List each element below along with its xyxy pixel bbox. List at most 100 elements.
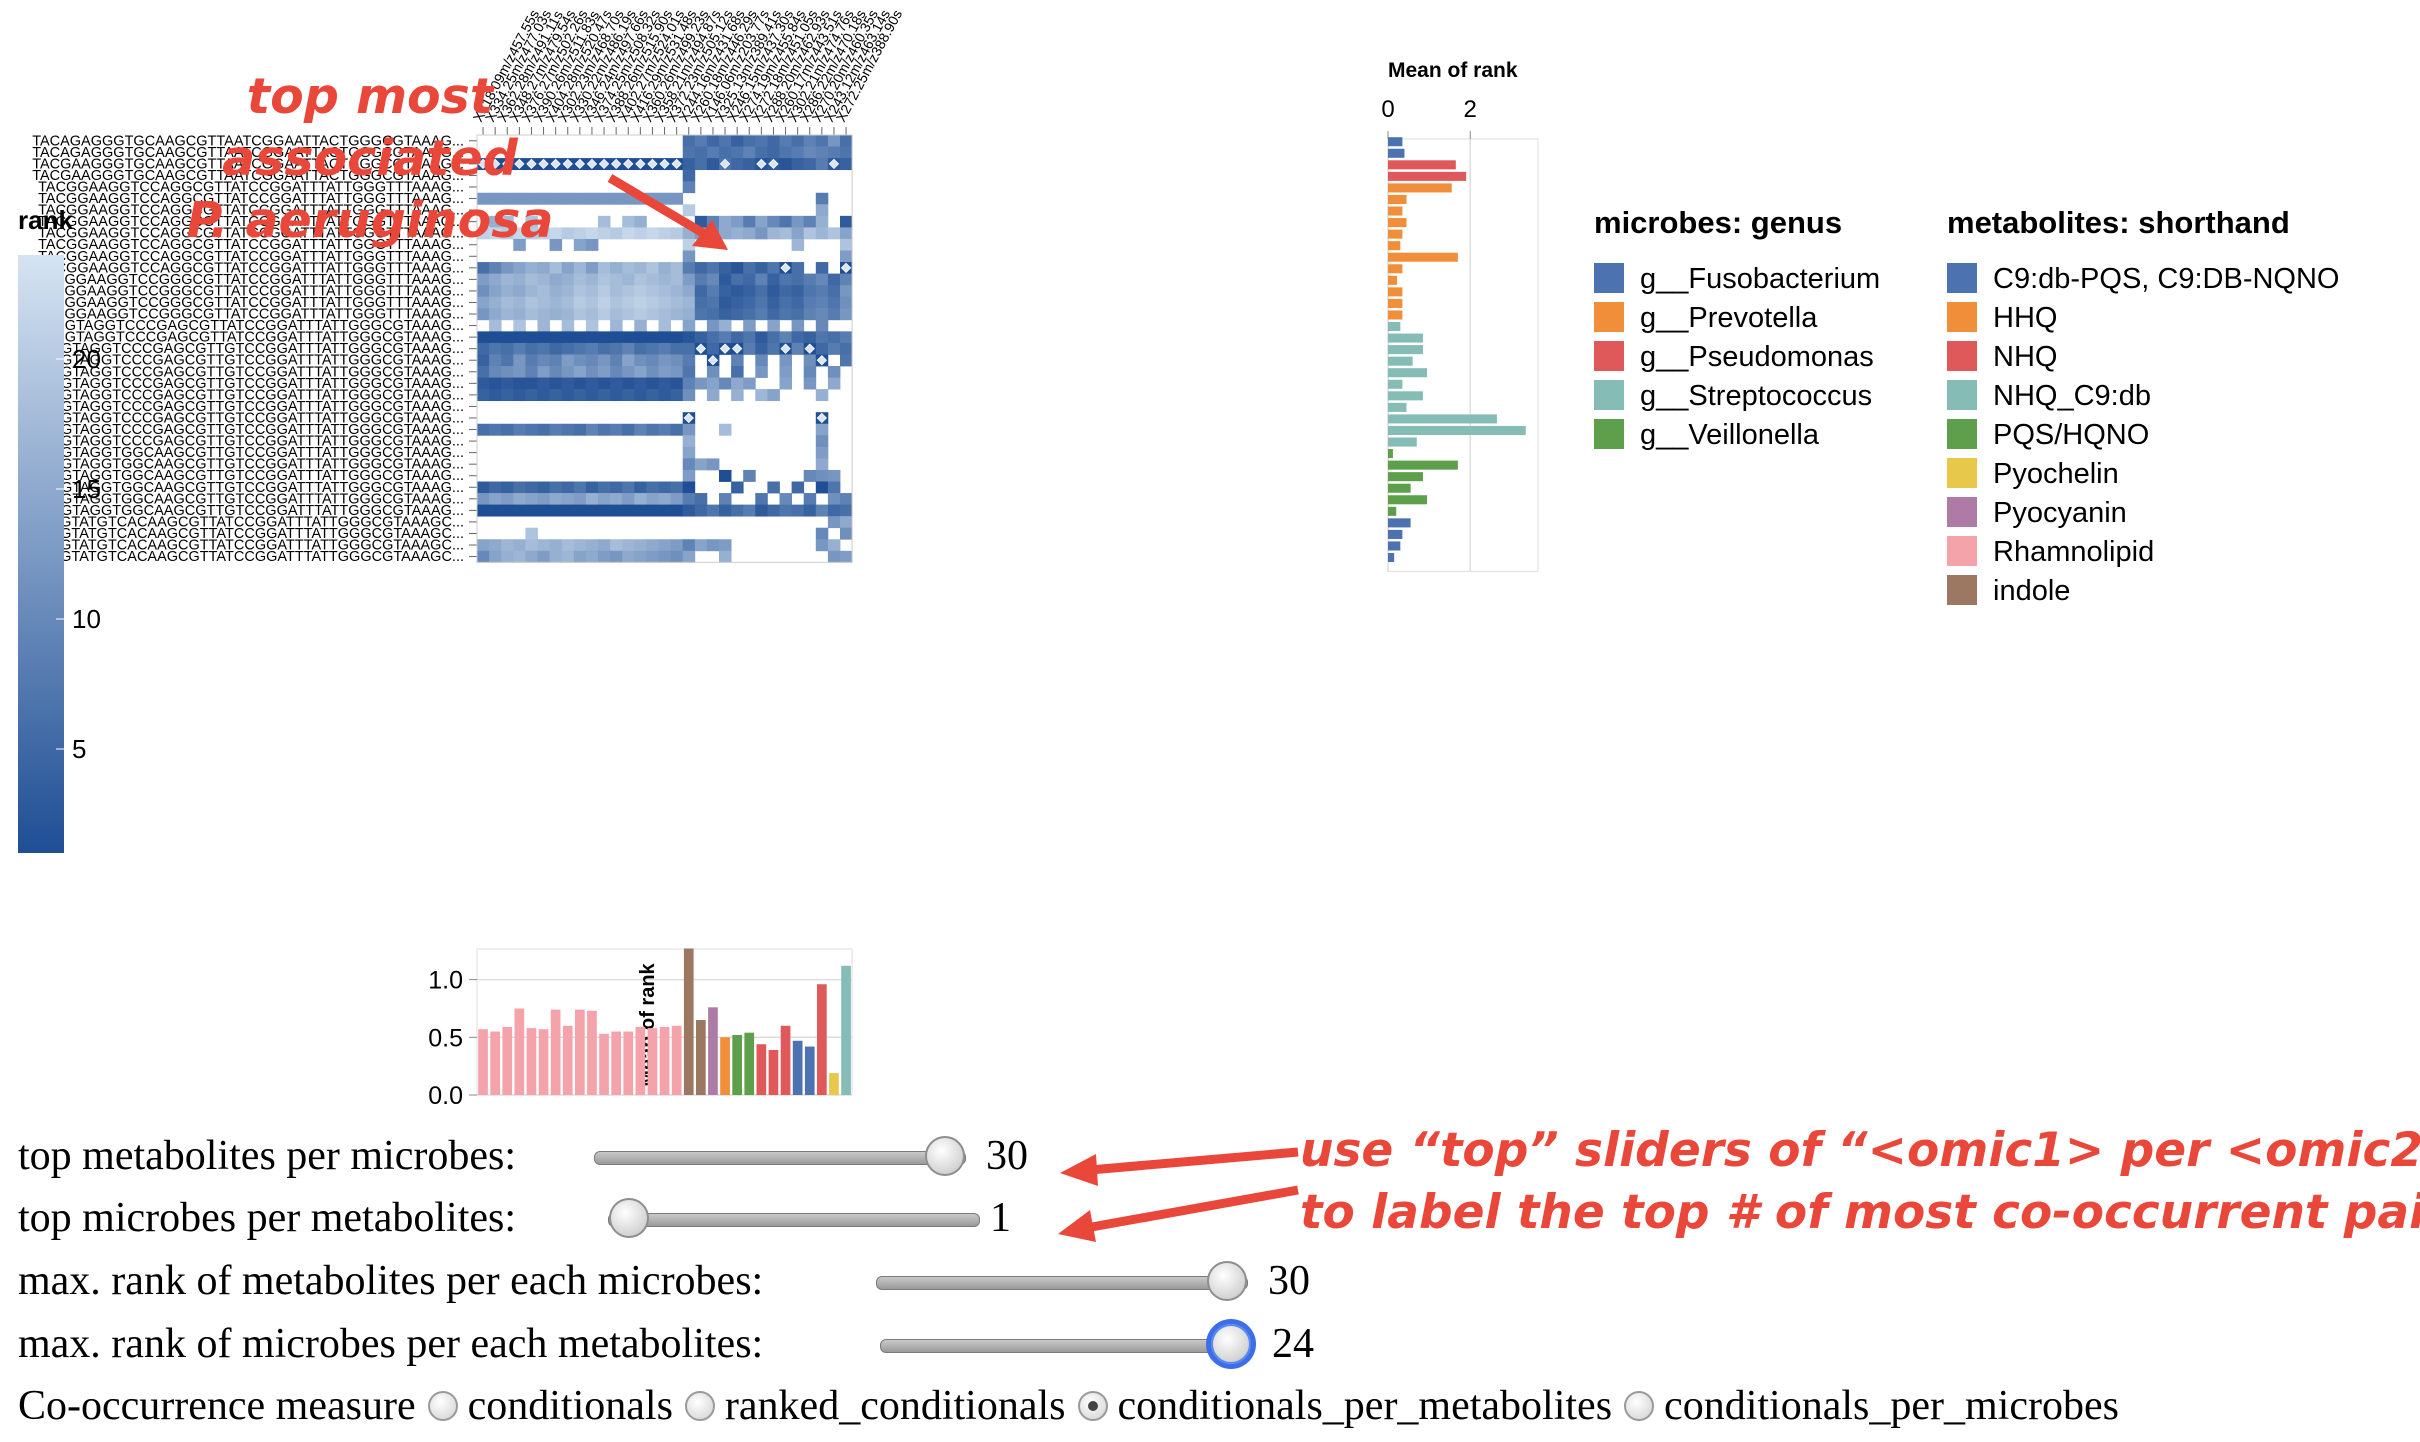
heatmap-cell <box>585 550 599 563</box>
top-microbes-slider-thumb[interactable] <box>609 1198 649 1238</box>
heatmap-cell <box>513 331 526 344</box>
right-bar <box>1388 541 1401 551</box>
heatmap-cell <box>779 296 792 309</box>
heatmap-cell <box>549 227 563 240</box>
heatmap-cell <box>719 319 732 332</box>
heatmap-cell <box>610 539 623 552</box>
heatmap-cell <box>501 481 514 494</box>
right-bar <box>1388 275 1398 285</box>
heatmap-cell <box>549 423 563 436</box>
heatmap-cell <box>598 215 611 228</box>
heatmap-cell <box>791 227 805 240</box>
heatmap-cell <box>622 273 635 286</box>
heatmap-cell <box>658 377 671 390</box>
heatmap-cell <box>537 354 550 367</box>
radio-label-conditionals-per-microbes[interactable]: conditionals_per_microbes <box>1664 1383 2119 1429</box>
heatmap-cell <box>585 192 599 205</box>
heatmap-cell <box>598 227 611 240</box>
heatmap-cell <box>634 319 647 332</box>
bottom-bar <box>502 1026 513 1095</box>
heatmap-cell <box>840 146 853 159</box>
heatmap-cell <box>815 135 829 147</box>
heatmap-cell <box>573 423 587 436</box>
heatmap-cell <box>706 285 720 298</box>
heatmap-cell <box>634 550 647 563</box>
max-rank-microbes-slider[interactable] <box>880 1324 1252 1364</box>
radio-conditionals-per-metabolites[interactable] <box>1077 1391 1108 1421</box>
bottom-bar <box>720 1037 730 1095</box>
radio-label-conditionals-per-metabolites[interactable]: conditionals_per_metabolites <box>1117 1383 1613 1429</box>
radio-label-conditionals[interactable]: conditionals <box>467 1383 673 1429</box>
right-bar <box>1388 241 1401 251</box>
heatmap-row-label: TACGTAGGTCCCGAGCGTTATCCGGATTTATTGGGCGTAA… <box>37 330 464 346</box>
heatmap-cell <box>646 308 659 321</box>
heatmap-top-marker <box>562 158 573 170</box>
heatmap-cell <box>646 377 659 390</box>
heatmap-cell <box>646 481 659 494</box>
radio-ranked-conditionals[interactable] <box>684 1391 715 1421</box>
heatmap-cell <box>658 227 671 240</box>
radio-conditionals[interactable] <box>427 1391 458 1421</box>
heatmap-cell <box>561 319 575 332</box>
color-legend-gradient <box>18 255 64 853</box>
right-bar <box>1388 437 1417 447</box>
heatmap-top-marker <box>695 343 707 354</box>
heatmap-cell <box>815 296 829 309</box>
right-bar <box>1388 529 1403 539</box>
heatmap-cell <box>549 377 563 390</box>
heatmap-cell <box>803 331 817 344</box>
heatmap-cell <box>537 262 550 274</box>
heatmap-cell <box>670 539 684 552</box>
heatmap-cell <box>585 296 599 309</box>
heatmap-row-label: TACGGAAGGTCCAGGCGTTATCCGGATTTATTGGGTTTAA… <box>38 179 464 195</box>
heatmap-top-marker <box>489 158 501 170</box>
heatmap-cell <box>501 273 514 286</box>
top-microbes-slider[interactable] <box>608 1198 980 1238</box>
heatmap-cell <box>610 331 623 344</box>
top-metabolites-slider[interactable] <box>594 1136 966 1176</box>
heatmap-cell <box>598 262 611 274</box>
heatmap-cell <box>622 493 635 505</box>
heatmap-cell <box>791 319 805 332</box>
radio-label-ranked-conditionals[interactable]: ranked_conditionals <box>724 1383 1066 1429</box>
max-rank-metabolites-slider-thumb[interactable] <box>1207 1261 1247 1301</box>
heatmap-cell <box>610 354 623 367</box>
heatmap-cell <box>513 308 526 321</box>
max-rank-microbes-slider-thumb[interactable] <box>1211 1324 1251 1364</box>
heatmap-cell <box>682 250 696 263</box>
heatmap-cell <box>658 504 671 517</box>
max-rank-metabolites-slider[interactable] <box>876 1261 1248 1301</box>
heatmap-cell <box>610 319 623 332</box>
heatmap-cell <box>501 342 514 355</box>
bottom-bar <box>780 1025 791 1095</box>
heatmap-cell <box>549 238 563 251</box>
heatmap-cell <box>755 389 768 402</box>
heatmap-cell <box>706 262 720 274</box>
heatmap-cell <box>731 285 744 298</box>
heatmap-cell <box>622 423 635 436</box>
radio-conditionals-per-microbes[interactable] <box>1624 1391 1655 1421</box>
heatmap-cell <box>549 366 563 378</box>
heatmap-cell <box>719 215 732 228</box>
top-metabolites-slider-thumb[interactable] <box>925 1136 965 1176</box>
heatmap-top-marker <box>840 262 852 273</box>
heatmap-cell <box>682 319 696 332</box>
heatmap-cell <box>585 493 599 505</box>
heatmap-cell <box>682 493 696 505</box>
heatmap-cell <box>598 366 611 378</box>
heatmap-cell <box>513 377 526 390</box>
heatmap-cell <box>513 354 526 367</box>
heatmap-cell <box>719 146 732 159</box>
heatmap-row-label: TACGGAAGGTCCGGGCGTTATCCGGATTTATTGGGTTTAA… <box>37 283 464 299</box>
right-bar <box>1388 264 1403 274</box>
heatmap-cell <box>634 493 647 505</box>
heatmap-cell <box>731 135 744 147</box>
heatmap-cell <box>585 262 599 274</box>
heatmap-cell <box>840 527 853 540</box>
heatmap-cell <box>694 493 708 505</box>
heatmap-cell <box>658 366 671 378</box>
heatmap-cell <box>670 285 684 298</box>
heatmap-cell <box>767 135 780 147</box>
heatmap-row-label: TACGTAGGTGGCAAGCGTTGTCCGGATTTATTGGGCGTAA… <box>33 445 464 461</box>
heatmap-cell <box>585 273 599 286</box>
